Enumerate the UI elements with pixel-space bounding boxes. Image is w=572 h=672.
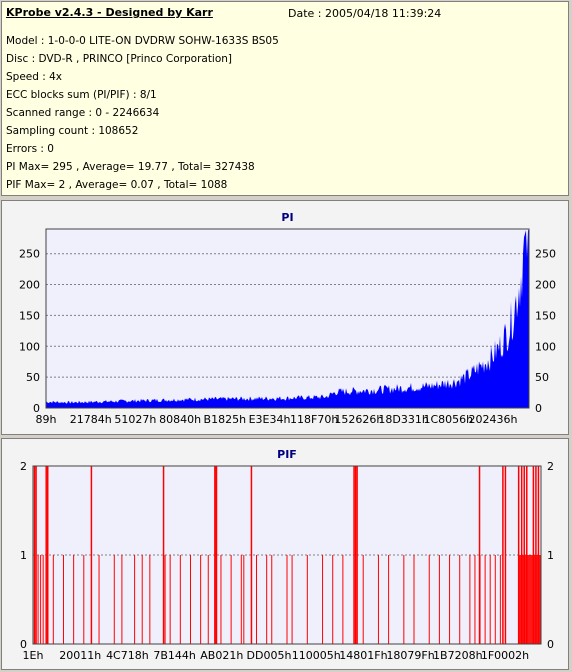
pif-xtick-label-5: DD005h	[247, 649, 292, 662]
info-errors: Errors : 0	[6, 143, 54, 155]
app-title: KProbe v2.4.3 - Designed by Karr	[6, 6, 213, 19]
pif-xtick-label-10: 1F0002h	[481, 649, 529, 662]
pi-chart: PI 0 0 50 50 100 100 150 150 200 200 250 250 89h 21784…	[19, 211, 556, 426]
pi-xtick-label-2: 51027h	[114, 413, 156, 426]
info-pif-stats: PIF Max= 2 , Average= 0.07 , Total= 1088	[6, 179, 228, 191]
pi-xtick-label-9: 1C8056h	[423, 413, 473, 426]
pif-plot-border	[32, 465, 542, 645]
pi-ytick-right-1: 50	[535, 371, 549, 384]
pi-xtick-label-4: B1825h	[204, 413, 247, 426]
pi-ytick-left-4: 200	[19, 279, 40, 292]
pi-xtick-label-7: 152626h	[334, 413, 383, 426]
pi-xtick-label-5: E3E34h	[249, 413, 291, 426]
pi-ytick-right-3: 150	[535, 309, 556, 322]
pi-xtick-label-6: 118F70h	[290, 413, 338, 426]
pif-xtick-label-4: AB021h	[200, 649, 243, 662]
pi-xtick-label-10: 202436h	[469, 413, 518, 426]
pi-ytick-left-3: 150	[19, 309, 40, 322]
pi-plot-area	[46, 229, 529, 408]
pif-ytick-left-2: 2	[20, 460, 27, 473]
pi-ytick-left-2: 100	[19, 340, 40, 353]
info-model: Model : 1-0-0-0 LITE-ON DVDRW SOHW-1633S…	[6, 35, 279, 47]
info-sampling-count: Sampling count : 108652	[6, 125, 139, 137]
info-panel: KProbe v2.4.3 - Designed by Karr Date : …	[1, 1, 569, 196]
pif-chart-title: PIF	[277, 448, 297, 461]
info-scanned-range: Scanned range : 0 - 2246634	[6, 107, 160, 119]
pi-xtick-label-3: 80840h	[159, 413, 201, 426]
pif-ytick-right-0: 0	[547, 638, 554, 651]
pif-ytick-right-2: 2	[547, 460, 554, 473]
pif-chart-panel: PIF 0 0 1 1 2 2 1Eh 20011h 4C718h 7B144h AB021h DD00…	[1, 438, 569, 670]
pif-xtick-label-3: 7B144h	[153, 649, 196, 662]
pi-xtick-label-1: 21784h	[70, 413, 112, 426]
pi-ytick-left-5: 250	[19, 248, 40, 261]
pif-xtick-label-0: 1Eh	[23, 649, 44, 662]
info-disc: Disc : DVD-R , PRINCO [Princo Corporatio…	[6, 53, 233, 65]
pif-xtick-label-9: 1B7208h	[433, 649, 483, 662]
pif-xtick-label-2: 4C718h	[106, 649, 149, 662]
pi-xtick-label-0: 89h	[36, 413, 57, 426]
pif-ytick-left-0: 0	[20, 638, 27, 651]
pif-xtick-label-8: 18079Fh	[386, 649, 434, 662]
scan-date: Date : 2005/04/18 11:39:24	[288, 7, 442, 20]
pi-ytick-right-0: 0	[535, 402, 542, 415]
info-speed: Speed : 4x	[6, 71, 63, 83]
pi-ytick-left-0: 0	[33, 402, 40, 415]
pif-ytick-right-1: 1	[547, 549, 554, 562]
pi-chart-title: PI	[281, 211, 293, 224]
pif-xtick-label-1: 20011h	[59, 649, 101, 662]
pif-xtick-label-7: 14801Fh	[339, 649, 387, 662]
pi-plot-border	[45, 228, 530, 409]
pi-ytick-right-5: 250	[535, 248, 556, 261]
info-ecc-blocks: ECC blocks sum (PI/PIF) : 8/1	[6, 89, 157, 101]
pif-xtick-label-6: 110005h	[292, 649, 341, 662]
pif-ytick-left-1: 1	[20, 549, 27, 562]
pi-ytick-right-4: 200	[535, 279, 556, 292]
pi-ytick-left-1: 50	[26, 371, 40, 384]
info-pi-stats: PI Max= 295 , Average= 19.77 , Total= 32…	[6, 161, 255, 173]
pi-ytick-right-2: 100	[535, 340, 556, 353]
pi-series-area	[46, 230, 529, 408]
pi-xtick-label-8: 18D331h	[378, 413, 428, 426]
pif-chart: PIF 0 0 1 1 2 2 1Eh 20011h 4C718h 7B144h AB021h DD00…	[20, 448, 554, 662]
pi-chart-panel: PI 0 0 50 50 100 100 150 150 200 200 250 250 89h 21784…	[1, 200, 569, 435]
